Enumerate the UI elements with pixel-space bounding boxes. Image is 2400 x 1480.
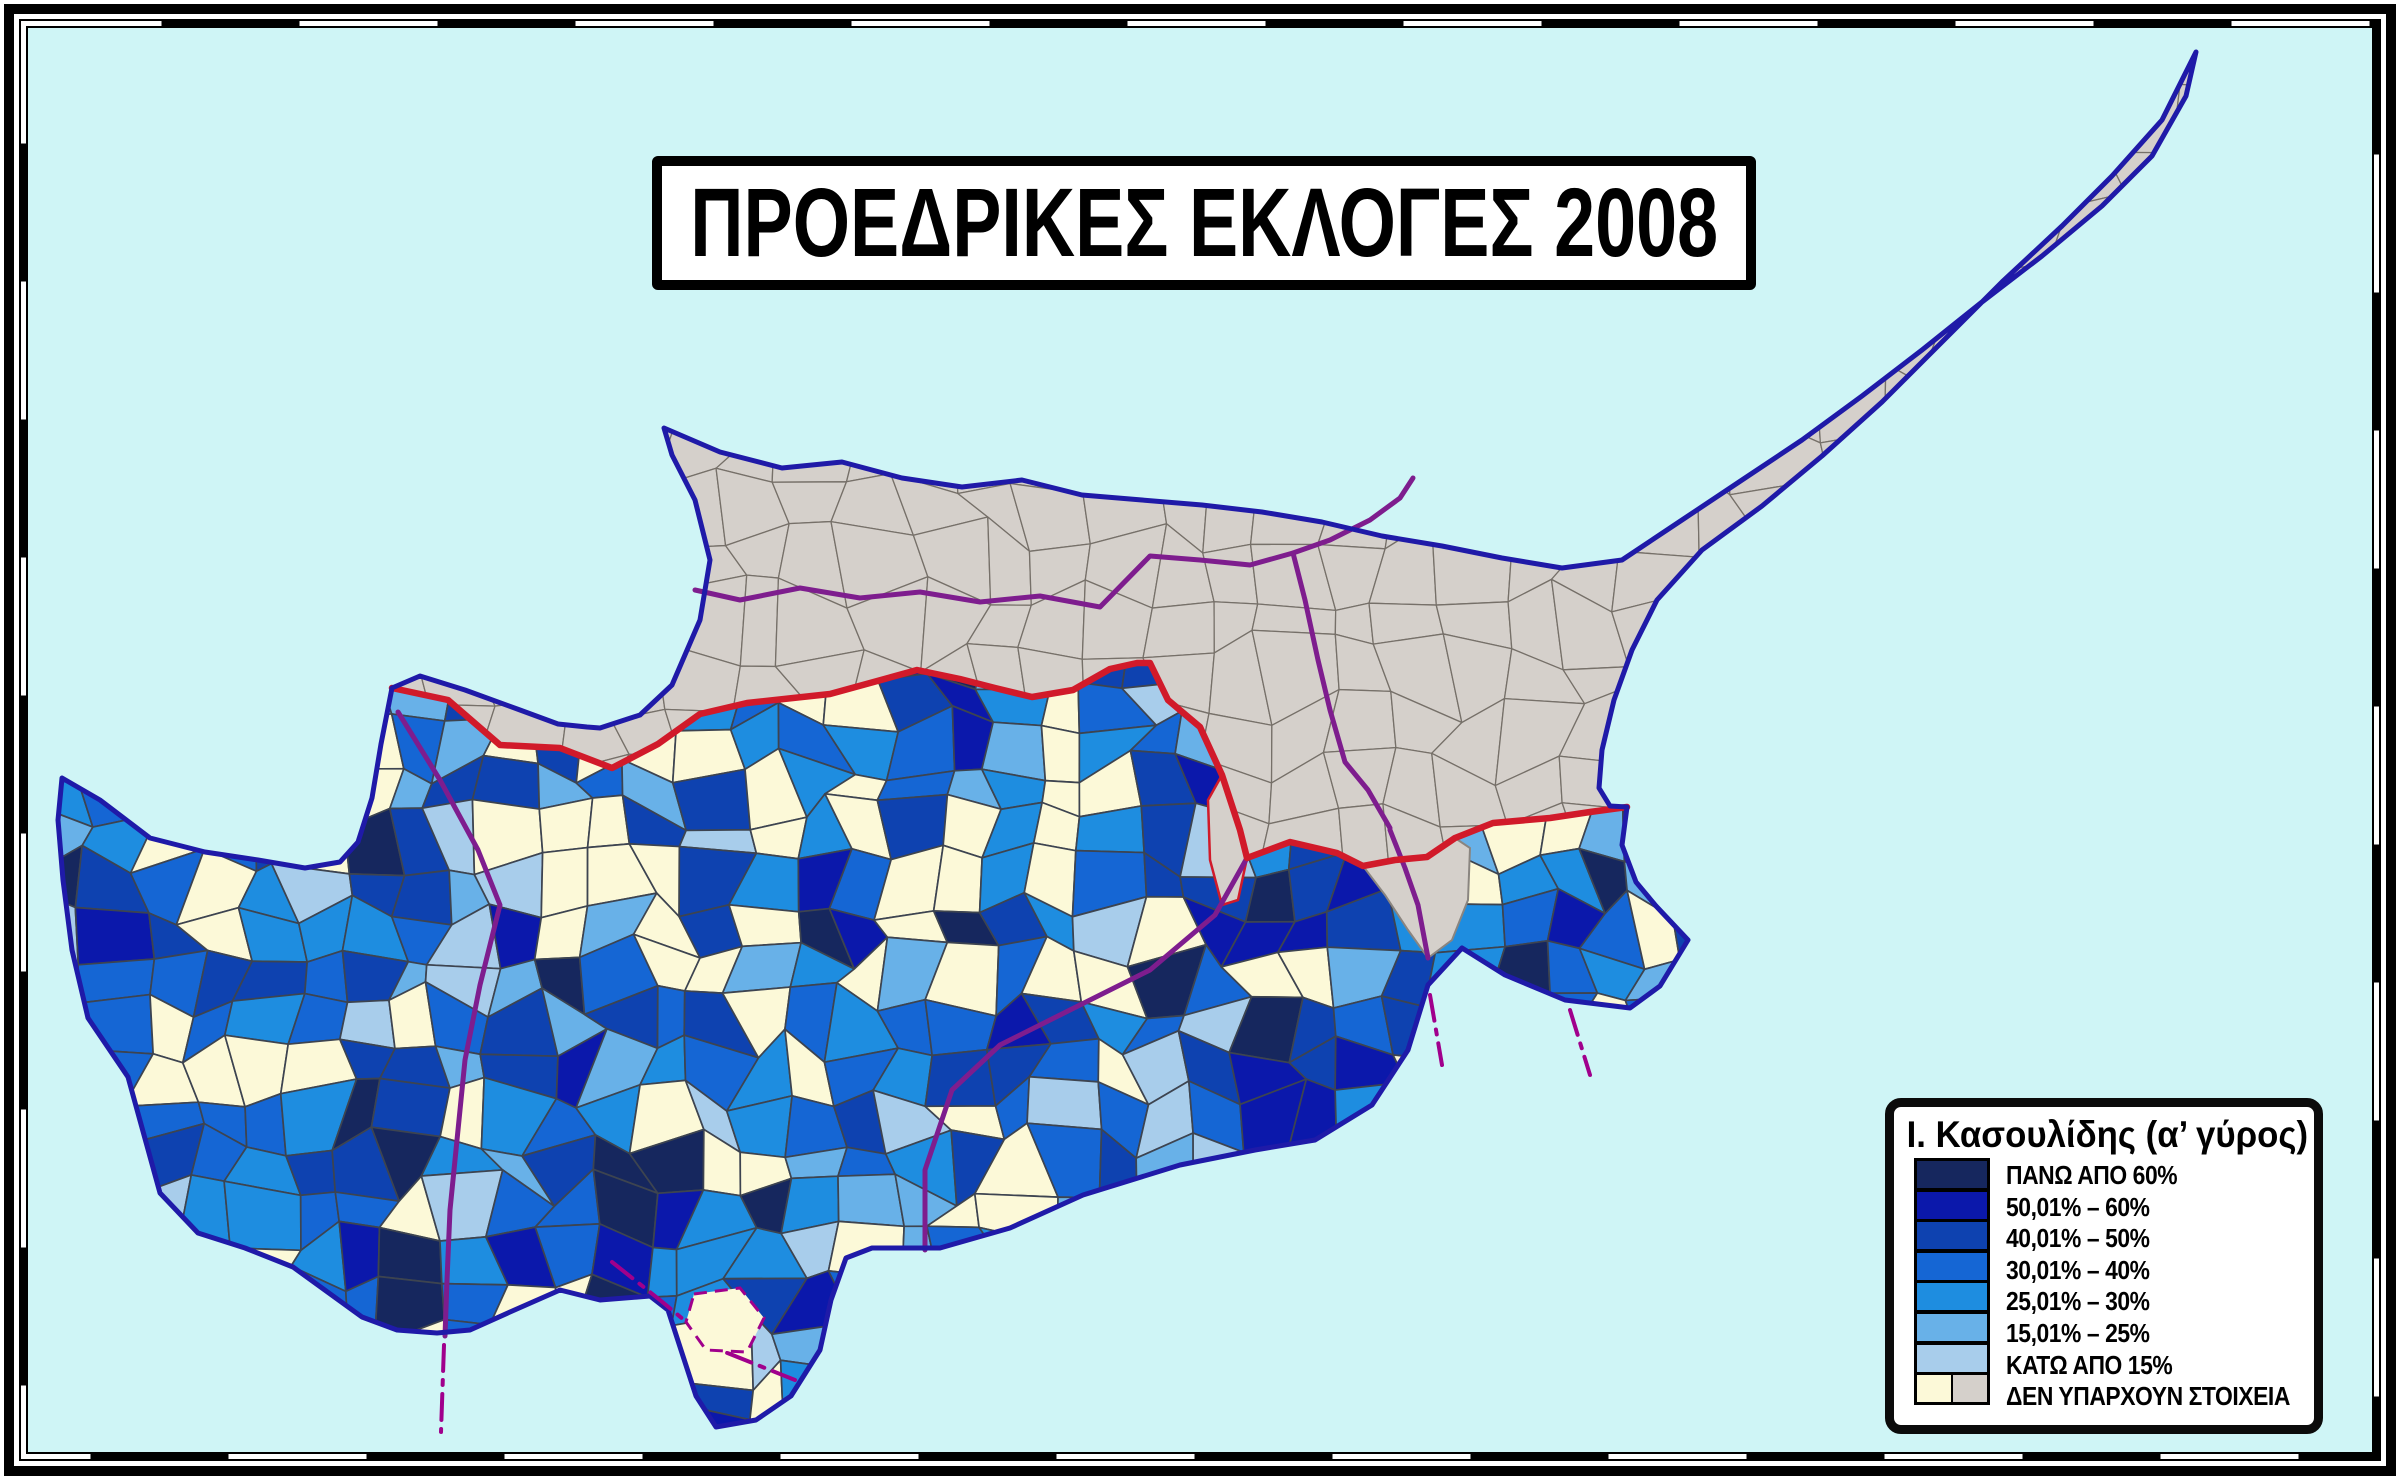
municipality-cell xyxy=(370,1077,451,1138)
legend-row: 15,01% – 25% xyxy=(1894,1311,2314,1349)
title-box: ΠΡΟΕΔΡΙΚΕΣ ΕΚΛΟΓΕΣ 2008 xyxy=(652,156,1756,290)
legend-title: Ι. Κασουλίδης (α’ γύρος) xyxy=(1906,1114,2309,1155)
district-boundary xyxy=(1387,827,1431,961)
legend-swatch-color xyxy=(1917,1314,1987,1341)
district-boundary xyxy=(395,709,503,1339)
legend-row: ΔΕΝ ΥΠΑΡΧΟΥΝ ΣΤΟΙΧΕΙΑ xyxy=(1894,1372,2314,1412)
sba-sea-boundary xyxy=(1428,993,1444,1067)
municipality-cell xyxy=(1040,724,1081,784)
legend: Ι. Κασουλίδης (α’ γύρος) ΠΑΝΩ ΑΠΟ 60% 50,… xyxy=(1885,1098,2323,1434)
municipality-cell xyxy=(1671,891,1688,961)
municipality-cell xyxy=(728,903,802,948)
legend-row: 25,01% – 30% xyxy=(1894,1280,2314,1317)
municipality-cell xyxy=(74,906,156,966)
legend-label: 30,01% – 40% xyxy=(2006,1254,2150,1285)
legend-swatch-color xyxy=(1917,1222,1987,1250)
municipality-cell xyxy=(646,1246,678,1299)
green-line xyxy=(388,659,1631,870)
legend-swatch-color xyxy=(1917,1375,1951,1403)
legend-row: ΠΑΝΩ ΑΠΟ 60% xyxy=(1894,1158,2314,1191)
legend-swatch xyxy=(1914,1280,1990,1314)
legend-swatch-color xyxy=(1917,1191,1987,1219)
legend-label: 15,01% – 25% xyxy=(2006,1318,2150,1348)
legend-row: 50,01% – 60% xyxy=(1894,1188,2314,1223)
municipality-cell xyxy=(739,574,780,668)
legend-swatch-color xyxy=(1917,1283,1987,1311)
sba-sea-boundary xyxy=(1568,1008,1592,1077)
district-boundary xyxy=(922,855,1250,1253)
legend-label: ΠΑΝΩ ΑΠΟ 60% xyxy=(2006,1160,2178,1190)
legend-swatch xyxy=(1914,1158,1990,1191)
coastline xyxy=(55,49,2199,1430)
legend-row: 30,01% – 40% xyxy=(1894,1249,2314,1286)
legend-label: 40,01% – 50% xyxy=(2006,1223,2150,1254)
legend-swatch-color xyxy=(1917,1344,1987,1372)
municipality-cell xyxy=(1026,1075,1103,1131)
sba-sea-boundary xyxy=(439,1343,446,1434)
legend-swatch xyxy=(1914,1341,1990,1375)
municipality-cell xyxy=(837,1173,905,1228)
municipality-cell xyxy=(1142,601,1215,659)
legend-swatch-color xyxy=(1951,1375,1987,1403)
legend-swatch xyxy=(1914,1372,1990,1406)
neatline-ticks xyxy=(21,21,2379,1459)
municipality-cell xyxy=(932,844,983,914)
akrotiri-enclave xyxy=(684,1286,766,1354)
legend-label: ΔΕΝ ΥΠΑΡΧΟΥΝ ΣΤΟΙΧΕΙΑ xyxy=(2006,1381,2290,1412)
legend-label: ΚΑΤΩ ΑΠΟ 15% xyxy=(2006,1349,2173,1380)
map-title: ΠΡΟΕΔΡΙΚΕΣ ΕΚΛΟΓΕΣ 2008 xyxy=(690,168,1718,277)
legend-swatch xyxy=(1914,1249,1990,1283)
legend-swatch-color xyxy=(1917,1161,1987,1188)
district-boundary xyxy=(1290,550,1393,831)
legend-swatch-color xyxy=(1917,1252,1987,1280)
legend-swatch xyxy=(1914,1311,1990,1344)
outer-frame xyxy=(4,4,2396,1476)
legend-label: 25,01% – 30% xyxy=(2006,1286,2150,1317)
legend-label: 50,01% – 60% xyxy=(2006,1191,2150,1222)
legend-swatch xyxy=(1914,1188,1990,1222)
legend-swatch xyxy=(1914,1219,1990,1253)
